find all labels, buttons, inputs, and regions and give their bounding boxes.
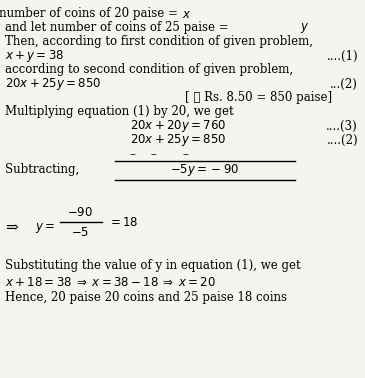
Text: $20x+20y=760$: $20x+20y=760$: [130, 118, 226, 134]
Text: and let number of coins of 25 paise =: and let number of coins of 25 paise =: [5, 22, 233, 34]
Text: $x+y=38$: $x+y=38$: [5, 48, 64, 64]
Text: $20x+25y=850$: $20x+25y=850$: [130, 132, 226, 148]
Text: ....(2): ....(2): [326, 133, 358, 147]
Text: ....(3): ....(3): [326, 119, 358, 133]
Text: Hence, 20 paise 20 coins and 25 paise 18 coins: Hence, 20 paise 20 coins and 25 paise 18…: [5, 291, 287, 305]
Text: $-5$: $-5$: [71, 226, 89, 239]
Text: $20x+25y=850$: $20x+25y=850$: [5, 76, 101, 92]
Text: Multiplying equation (1) by 20, we get: Multiplying equation (1) by 20, we get: [5, 105, 234, 118]
Text: Substituting the value of y in equation (1), we get: Substituting the value of y in equation …: [5, 259, 301, 271]
Text: ...(2): ...(2): [330, 77, 358, 90]
Text: $x+18=38\;\Rightarrow\;x=38-18\;\Rightarrow\;x=20$: $x+18=38\;\Rightarrow\;x=38-18\;\Rightar…: [5, 276, 216, 290]
Text: $=18$: $=18$: [108, 215, 138, 228]
Text: $-5y=-90$: $-5y=-90$: [170, 162, 239, 178]
Text: $-90$: $-90$: [67, 206, 93, 220]
Text: $y$: $y$: [300, 21, 310, 35]
Text: $y=$: $y=$: [35, 221, 55, 235]
Text: $x$: $x$: [182, 8, 191, 20]
Text: ⇒: ⇒: [5, 221, 18, 235]
Text: Then, according to first condition of given problem,: Then, according to first condition of gi…: [5, 36, 313, 48]
Text: Subtracting,: Subtracting,: [5, 164, 79, 177]
Text: Let number of coins of 20 paise =: Let number of coins of 20 paise =: [0, 8, 182, 20]
Text: ....(1): ....(1): [326, 50, 358, 62]
Text: according to second condition of given problem,: according to second condition of given p…: [5, 64, 293, 76]
Text: [ ∴ Rs. 8.50 = 850 paise]: [ ∴ Rs. 8.50 = 850 paise]: [185, 91, 332, 104]
Text: –    –       –: – – –: [130, 149, 189, 161]
